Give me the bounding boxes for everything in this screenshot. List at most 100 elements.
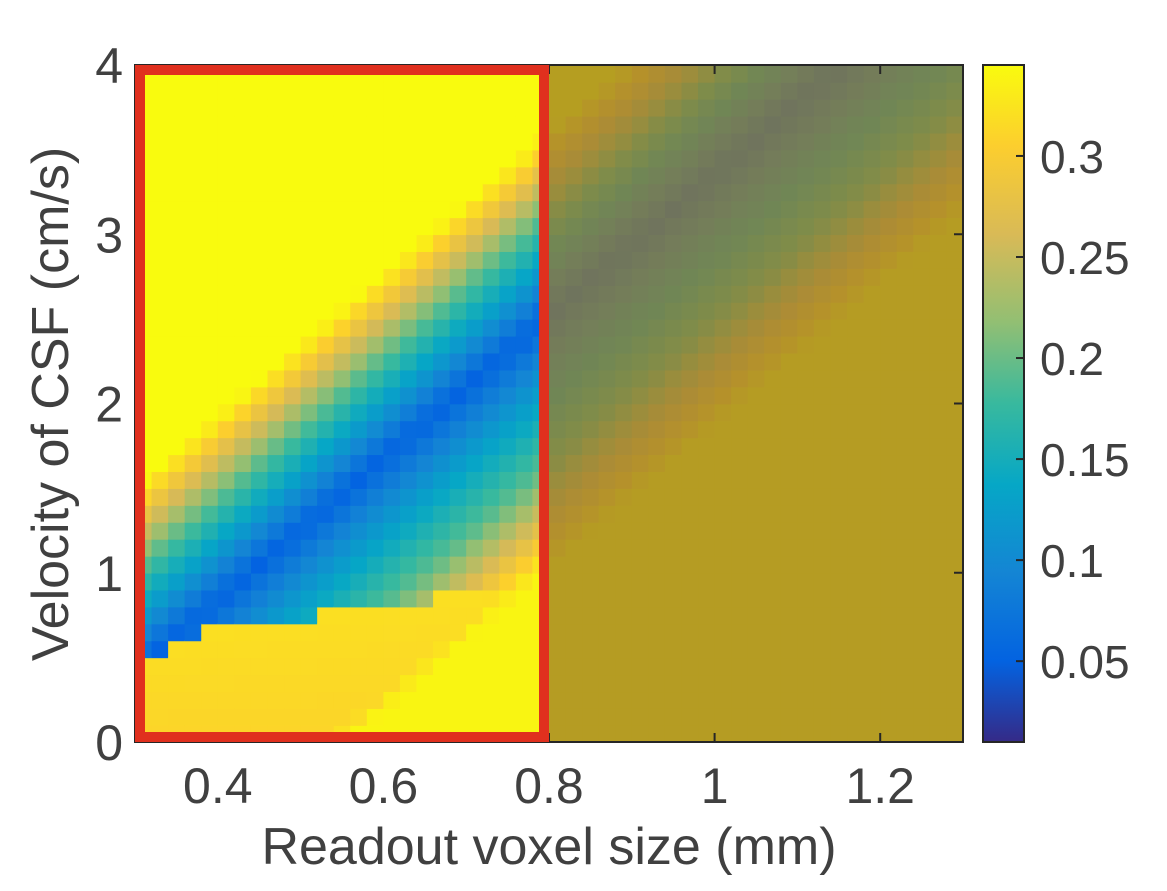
heatmap-cell: [217, 166, 236, 185]
heatmap-cell: [350, 98, 368, 117]
heatmap-cell: [333, 589, 352, 608]
heatmap-cell: [449, 454, 467, 472]
heatmap-cell: [184, 386, 203, 405]
heatmap-cell: [416, 657, 434, 676]
heatmap-cell: [250, 521, 269, 540]
heatmap-cell: [250, 234, 269, 252]
heatmap-cell: [482, 115, 501, 134]
heatmap-cell: [234, 640, 252, 659]
heatmap-cell: [350, 420, 368, 439]
heatmap-cell: [416, 606, 434, 625]
heatmap-cell: [284, 606, 302, 625]
heatmap-cell: [466, 166, 484, 185]
heatmap-cell: [234, 555, 252, 574]
heatmap-cell: [234, 454, 252, 472]
heatmap-cell: [250, 437, 269, 456]
heatmap-cell: [217, 488, 236, 506]
heatmap-cell: [284, 555, 302, 574]
heatmap-cell: [234, 200, 252, 219]
heatmap-cell: [350, 183, 368, 202]
heatmap-cell: [317, 166, 335, 185]
heatmap-cell: [416, 488, 434, 506]
heatmap-cell: [433, 674, 451, 693]
heatmap-cell: [466, 234, 484, 252]
heatmap-cell: [482, 471, 501, 489]
heatmap-cell: [383, 217, 401, 236]
heatmap-cell: [333, 471, 352, 489]
heatmap-cell: [267, 538, 285, 557]
heatmap-cell: [250, 420, 269, 439]
heatmap-cell: [515, 386, 534, 405]
heatmap-cell: [284, 488, 302, 506]
heatmap-cell: [515, 251, 534, 269]
y-axis-label: Velocity of CSF (cm/s): [22, 147, 80, 661]
heatmap-cell: [151, 98, 169, 117]
heatmap-cell: [433, 471, 451, 489]
heatmap-cell: [184, 471, 203, 489]
heatmap-cell: [267, 505, 285, 523]
heatmap-cell: [267, 81, 285, 100]
heatmap-cell: [151, 640, 169, 659]
heatmap-cell: [267, 708, 285, 726]
heatmap-cell: [499, 606, 517, 625]
heatmap-cell: [515, 606, 534, 625]
x-tick-label: 0.8: [514, 758, 584, 814]
heatmap-cell: [333, 454, 352, 472]
heatmap-cell: [482, 234, 501, 252]
heatmap-cell: [499, 132, 517, 151]
heatmap-cell: [416, 572, 434, 591]
heatmap-cell: [168, 572, 186, 591]
heatmap-cell: [184, 369, 203, 388]
heatmap-cell: [201, 488, 219, 506]
heatmap-cell: [317, 335, 335, 354]
y-tick-label: 1: [95, 546, 123, 602]
colorbar-tick-label: 0.1: [1040, 535, 1104, 587]
heatmap-cell: [300, 369, 318, 388]
heatmap-cell: [515, 268, 534, 286]
heatmap-cell: [217, 132, 236, 151]
heatmap-cell: [482, 437, 501, 456]
heatmap-cell: [499, 657, 517, 676]
heatmap-cell: [284, 234, 302, 252]
heatmap-cell: [433, 437, 451, 456]
heatmap-cell: [201, 521, 219, 540]
heatmap-cell: [449, 149, 467, 168]
heatmap-cell: [399, 81, 418, 100]
heatmap-cell: [449, 318, 467, 337]
heatmap-cell: [234, 166, 252, 185]
heatmap-cell: [284, 251, 302, 269]
heatmap-cell: [433, 335, 451, 354]
heatmap-cell: [399, 538, 418, 557]
heatmap-cell: [184, 505, 203, 523]
heatmap-cell: [399, 454, 418, 472]
heatmap-cell: [201, 555, 219, 574]
heatmap-cell: [284, 386, 302, 405]
heatmap-cell: [317, 589, 335, 608]
heatmap-cell: [250, 369, 269, 388]
heatmap-cell: [366, 301, 385, 320]
heatmap-cell: [151, 623, 169, 642]
heatmap-cell: [300, 200, 318, 219]
heatmap-cell: [433, 132, 451, 151]
heatmap-cell: [515, 538, 534, 557]
heatmap-cell: [151, 471, 169, 489]
heatmap-cell: [201, 572, 219, 591]
heatmap-cell: [416, 521, 434, 540]
heatmap-cell: [284, 521, 302, 540]
heatmap-cell: [300, 572, 318, 591]
heatmap-cell: [482, 318, 501, 337]
heatmap-cell: [234, 403, 252, 422]
heatmap-cell: [399, 149, 418, 168]
heatmap-cell: [217, 589, 236, 608]
heatmap-cell: [151, 437, 169, 456]
heatmap-cell: [383, 623, 401, 642]
heatmap-cell: [366, 166, 385, 185]
heatmap-cell: [366, 623, 385, 642]
heatmap-cell: [499, 335, 517, 354]
heatmap-cell: [317, 115, 335, 134]
heatmap-cell: [333, 623, 352, 642]
heatmap-cell: [201, 657, 219, 676]
heatmap-cell: [151, 674, 169, 693]
heatmap-cell: [284, 285, 302, 303]
heatmap-cell: [466, 640, 484, 659]
